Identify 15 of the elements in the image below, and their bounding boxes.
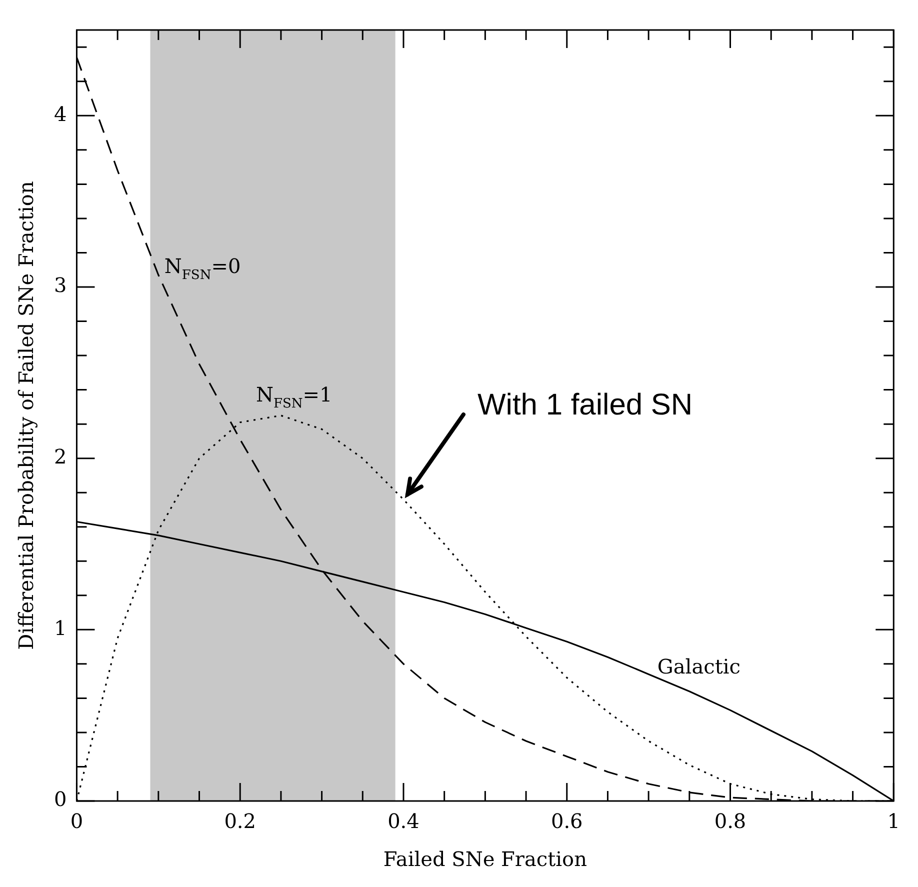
x-tick-label: 1 (887, 809, 900, 834)
series-label: Galactic (657, 654, 740, 678)
x-axis-title: Failed SNe Fraction (383, 847, 588, 872)
y-tick-label: 2 (54, 444, 67, 469)
y-tick-label: 3 (54, 273, 67, 298)
y-tick-label: 0 (54, 787, 67, 812)
x-tick-label: 0.4 (388, 809, 420, 834)
y-tick-label: 4 (54, 102, 67, 126)
x-tick-label: 0 (70, 809, 84, 834)
annotation: With 1 failed SN (477, 388, 693, 422)
x-tick-label: 0.8 (714, 809, 746, 834)
y-tick-label: 1 (54, 616, 67, 640)
x-tick-label: 0.6 (550, 809, 583, 834)
y-axis-title: Differential Probability of Failed SNe Fraction (14, 181, 38, 650)
x-tick-label: 0.2 (224, 809, 256, 834)
